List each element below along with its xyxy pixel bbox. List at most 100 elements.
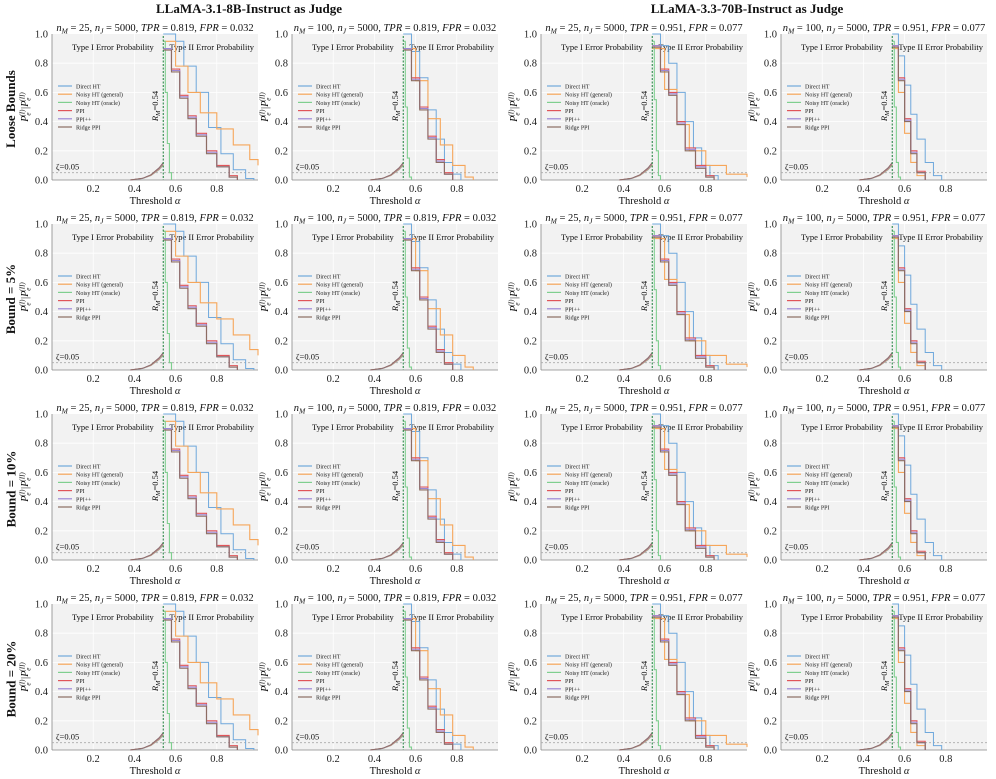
y-tick-label: 0.8 — [35, 59, 48, 70]
legend-entry: Ridge PPI — [76, 696, 101, 702]
threshold-label: RM=0.54 — [390, 660, 402, 692]
zeta-label: ζ=0.05 — [56, 352, 79, 362]
y-tick-label: 0.6 — [35, 658, 48, 669]
series-line-ridge-ppi — [892, 46, 926, 180]
type2-region-label: Type II Error Probability — [898, 422, 983, 432]
panel-r3-c4: nM = 100, nJ = 5000, TPR = 0.951, FPR = … — [748, 403, 987, 587]
y-tick-label: 0.2 — [275, 526, 288, 537]
panel-background — [781, 604, 987, 750]
type2-region-label: Type II Error Probability — [898, 232, 983, 242]
panel-title: nM = 100, nJ = 5000, TPR = 0.951, FPR = … — [783, 213, 985, 226]
series-line-ridge-ppi — [163, 49, 238, 180]
y-tick-label: 0.0 — [764, 366, 777, 377]
legend-entry: PPI — [565, 489, 574, 495]
x-tick-label: 0.2 — [87, 564, 100, 575]
legend-entry: Ridge PPI — [805, 126, 830, 132]
panel-background — [781, 224, 987, 370]
y-tick-label: 1.0 — [524, 600, 537, 611]
y-tick-label: 0.4 — [35, 117, 49, 128]
panel-title: nM = 25, nJ = 5000, TPR = 0.819, FPR = 0… — [56, 403, 253, 416]
series-line-ridge-ppi — [163, 429, 238, 560]
legend-entry: Direct HT — [316, 275, 341, 281]
panel-title: nM = 100, nJ = 5000, TPR = 0.819, FPR = … — [294, 593, 496, 606]
x-tick-label: 0.4 — [617, 374, 631, 385]
x-tick-label: 0.2 — [576, 564, 589, 575]
legend-entry: Ridge PPI — [565, 126, 590, 132]
threshold-label: RM=0.54 — [879, 660, 891, 692]
series-line-direct-ht — [163, 413, 255, 560]
y-tick-label: 0.0 — [524, 366, 537, 377]
y-tick-label: 0.6 — [764, 88, 777, 99]
series-line-ridge-ppi — [403, 239, 454, 370]
series-line-direct-ht — [403, 33, 462, 180]
y-tick-label: 0.4 — [764, 307, 778, 318]
legend-entry: Noisy HT (oracle) — [76, 100, 120, 107]
type2-region-label: Type II Error Probability — [169, 42, 254, 52]
x-tick-label: 0.8 — [939, 754, 952, 765]
y-tick-label: 0.0 — [35, 366, 48, 377]
type1-region-label: Type I Error Probability — [72, 422, 155, 432]
zeta-label: ζ=0.05 — [545, 542, 568, 552]
y-tick-label: 0.2 — [524, 526, 537, 537]
legend-entry: PPI — [316, 679, 325, 685]
series-line-noisy-ht-oracle- — [163, 610, 173, 750]
panel-background — [52, 224, 258, 370]
y-tick-label: 0.6 — [524, 658, 537, 669]
x-tick-label: 0.2 — [576, 374, 589, 385]
type1-region-label: Type I Error Probability — [72, 612, 155, 622]
series-line-direct-ht — [892, 223, 943, 370]
series-line-direct-ht — [403, 413, 462, 560]
type1-region-label: Type I Error Probability — [312, 232, 395, 242]
y-tick-label: 1.0 — [35, 600, 48, 611]
y-tick-label: 1.0 — [275, 30, 288, 41]
panel-title: nM = 25, nJ = 5000, TPR = 0.819, FPR = 0… — [56, 213, 253, 226]
y-tick-label: 0.4 — [524, 117, 538, 128]
legend-entry: Noisy HT (oracle) — [76, 290, 120, 297]
y-tick-label: 1.0 — [275, 600, 288, 611]
series-line-type1 — [619, 542, 653, 561]
legend-entry: Noisy HT (general) — [316, 92, 363, 99]
x-tick-label: 0.6 — [898, 564, 911, 575]
y-tick-label: 0.4 — [275, 307, 289, 318]
panel-r4-c3: nM = 25, nJ = 5000, TPR = 0.951, FPR = 0… — [508, 593, 748, 777]
x-tick-label: 0.4 — [368, 754, 382, 765]
y-tick-label: 0.0 — [524, 176, 537, 187]
zeta-label: ζ=0.05 — [296, 732, 319, 742]
legend-entry: Noisy HT (general) — [76, 92, 123, 99]
legend-entry: Ridge PPI — [805, 506, 830, 512]
panel-r3-c3: nM = 25, nJ = 5000, TPR = 0.951, FPR = 0… — [508, 403, 748, 587]
series-line-noisy-ht-general- — [163, 610, 259, 736]
y-tick-label: 0.4 — [35, 307, 49, 318]
y-axis-label: Pe(I)|Pe(II) — [508, 92, 522, 123]
series-line-noisy-ht-oracle- — [403, 40, 413, 180]
legend-entry: Noisy HT (general) — [316, 282, 363, 289]
panel-title: nM = 100, nJ = 5000, TPR = 0.819, FPR = … — [294, 213, 496, 226]
y-tick-label: 1.0 — [764, 410, 777, 421]
column-header-left: LLaMA-3.1-8B-Instruct as Judge — [156, 1, 342, 16]
legend-entry: Direct HT — [316, 655, 341, 661]
zeta-label: ζ=0.05 — [785, 162, 808, 172]
panel-background — [292, 604, 498, 750]
y-tick-label: 0.0 — [764, 746, 777, 757]
x-tick-label: 0.2 — [87, 374, 100, 385]
type2-region-label: Type II Error Probability — [169, 422, 254, 432]
series-line-noisy-ht-oracle- — [892, 420, 902, 560]
panel-background — [292, 224, 498, 370]
type1-region-label: Type I Error Probability — [312, 42, 395, 52]
y-axis-label: Pe(I)|Pe(II) — [19, 662, 33, 693]
legend-entry: Ridge PPI — [565, 696, 590, 702]
panel-title: nM = 100, nJ = 5000, TPR = 0.819, FPR = … — [294, 403, 496, 416]
panel-title: nM = 100, nJ = 5000, TPR = 0.819, FPR = … — [294, 23, 496, 36]
legend-entry: PPI++ — [316, 117, 332, 123]
legend-entry: Noisy HT (general) — [805, 92, 852, 99]
series-line-direct-ht — [163, 223, 255, 370]
legend-entry: Noisy HT (oracle) — [805, 670, 849, 677]
x-tick-label: 0.4 — [368, 564, 382, 575]
series-line-direct-ht — [892, 603, 943, 750]
zeta-label: ζ=0.05 — [296, 352, 319, 362]
type2-region-label: Type II Error Probability — [409, 612, 494, 622]
panel-background — [541, 34, 747, 180]
legend-entry: PPI — [805, 679, 814, 685]
y-tick-label: 0.6 — [35, 468, 48, 479]
